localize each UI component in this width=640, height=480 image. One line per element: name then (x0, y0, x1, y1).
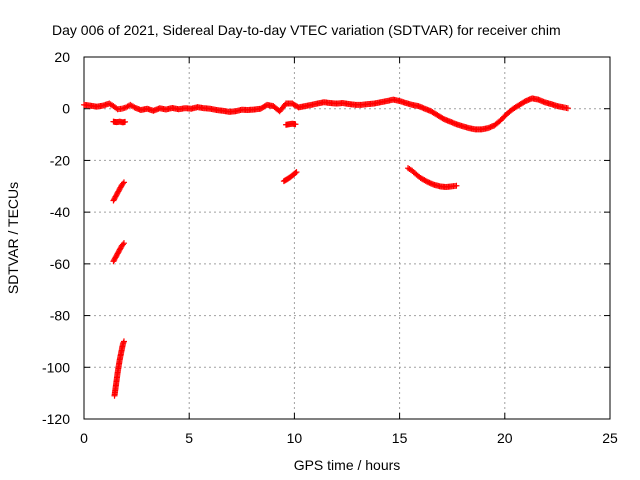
y-tick-label: -60 (50, 256, 70, 272)
x-tick-label: 25 (602, 430, 618, 446)
tick-layer: 0 5 10 15 20 25 -120 -100 -80 -60 -40 -20 0 20 (42, 49, 618, 446)
data-point (119, 180, 126, 187)
x-tick-label: 0 (80, 430, 88, 446)
y-axis-label: SDTVAR / TECUs (5, 182, 21, 294)
x-tick-label: 10 (287, 430, 303, 446)
data-point (292, 121, 299, 128)
data-point (292, 169, 299, 176)
y-tick-label: -120 (42, 411, 70, 427)
y-tick-label: -40 (50, 204, 70, 220)
data-point (120, 179, 127, 186)
data-point (120, 240, 127, 247)
x-tick-label: 15 (392, 430, 408, 446)
data-point (122, 118, 129, 125)
y-tick-label: -20 (50, 152, 70, 168)
x-axis-label: GPS time / hours (294, 457, 401, 473)
data-point (564, 105, 571, 112)
x-tick-label: 20 (497, 430, 513, 446)
grid-layer (84, 57, 610, 419)
y-tick-label: 0 (62, 101, 70, 117)
data-point (293, 169, 300, 176)
y-tick-label: 20 (54, 49, 70, 65)
y-tick-label: -80 (50, 308, 70, 324)
y-tick-label: -100 (42, 359, 70, 375)
data-point (119, 241, 126, 248)
data-point (120, 338, 127, 345)
data-layer (81, 95, 571, 399)
x-tick-label: 5 (185, 430, 193, 446)
plot-frame (83, 56, 611, 420)
data-point (453, 182, 460, 189)
chart-title: Day 006 of 2021, Sidereal Day-to-day VTE… (52, 22, 561, 38)
